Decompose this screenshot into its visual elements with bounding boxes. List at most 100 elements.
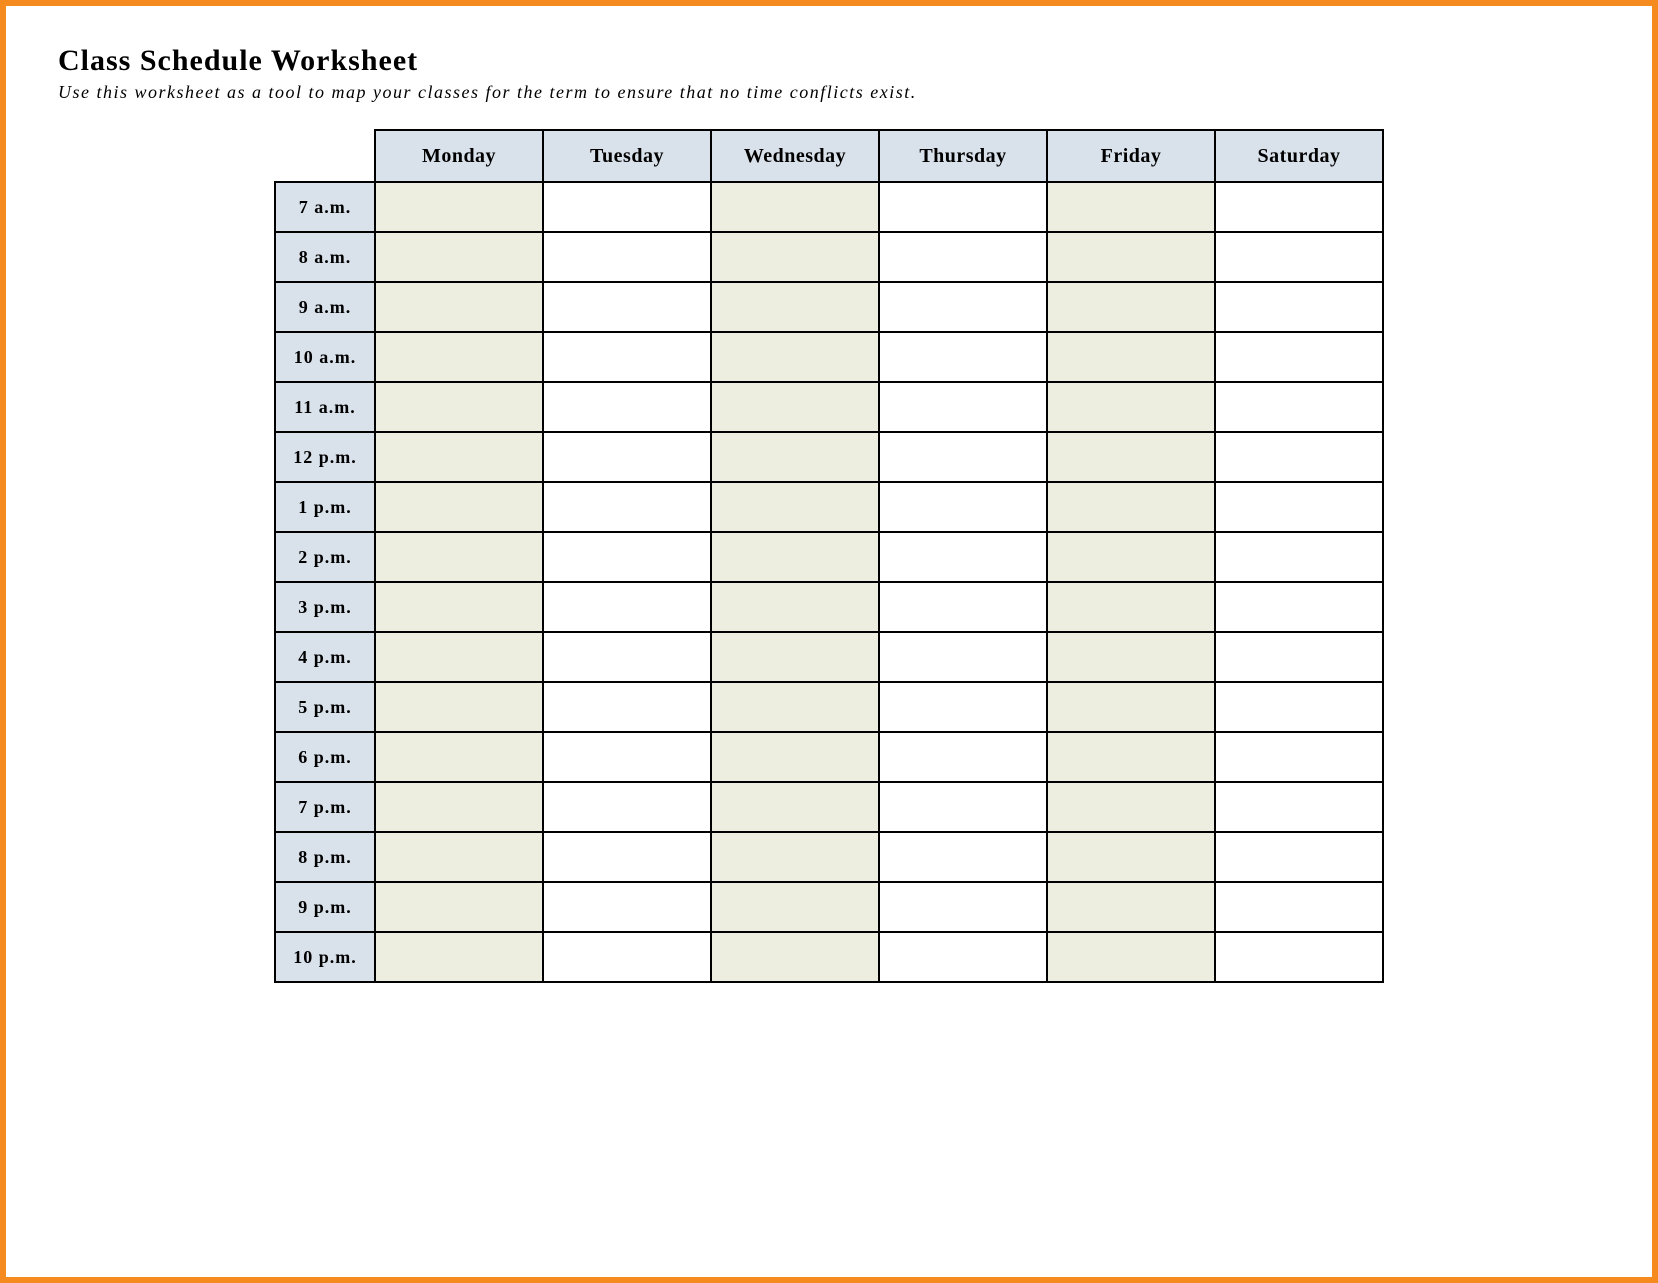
schedule-cell[interactable] xyxy=(711,632,879,682)
schedule-cell[interactable] xyxy=(879,182,1047,232)
schedule-cell[interactable] xyxy=(711,782,879,832)
schedule-cell[interactable] xyxy=(375,282,543,332)
schedule-cell[interactable] xyxy=(375,732,543,782)
schedule-cell[interactable] xyxy=(711,282,879,332)
schedule-cell[interactable] xyxy=(375,482,543,532)
schedule-cell[interactable] xyxy=(1047,582,1215,632)
schedule-cell[interactable] xyxy=(879,882,1047,932)
schedule-cell[interactable] xyxy=(1215,532,1383,582)
schedule-cell[interactable] xyxy=(879,682,1047,732)
table-row: 10 a.m. xyxy=(275,332,1383,382)
schedule-cell[interactable] xyxy=(375,632,543,682)
schedule-cell[interactable] xyxy=(543,732,711,782)
schedule-cell[interactable] xyxy=(375,182,543,232)
schedule-cell[interactable] xyxy=(375,232,543,282)
schedule-cell[interactable] xyxy=(711,732,879,782)
schedule-cell[interactable] xyxy=(1047,882,1215,932)
schedule-cell[interactable] xyxy=(1047,332,1215,382)
schedule-cell[interactable] xyxy=(1215,182,1383,232)
schedule-cell[interactable] xyxy=(1215,432,1383,482)
schedule-cell[interactable] xyxy=(711,932,879,982)
schedule-cell[interactable] xyxy=(1215,682,1383,732)
schedule-cell[interactable] xyxy=(1047,832,1215,882)
schedule-cell[interactable] xyxy=(543,282,711,332)
schedule-cell[interactable] xyxy=(1047,232,1215,282)
schedule-cell[interactable] xyxy=(1215,282,1383,332)
schedule-cell[interactable] xyxy=(375,432,543,482)
schedule-cell[interactable] xyxy=(543,332,711,382)
schedule-cell[interactable] xyxy=(543,632,711,682)
schedule-cell[interactable] xyxy=(711,232,879,282)
schedule-cell[interactable] xyxy=(375,832,543,882)
schedule-cell[interactable] xyxy=(375,782,543,832)
schedule-cell[interactable] xyxy=(543,432,711,482)
schedule-cell[interactable] xyxy=(543,582,711,632)
schedule-cell[interactable] xyxy=(1047,382,1215,432)
schedule-cell[interactable] xyxy=(879,782,1047,832)
schedule-cell[interactable] xyxy=(543,182,711,232)
schedule-cell[interactable] xyxy=(879,482,1047,532)
schedule-cell[interactable] xyxy=(543,782,711,832)
schedule-cell[interactable] xyxy=(375,332,543,382)
schedule-cell[interactable] xyxy=(879,832,1047,882)
time-header: 10 a.m. xyxy=(275,332,375,382)
schedule-cell[interactable] xyxy=(1047,182,1215,232)
schedule-cell[interactable] xyxy=(879,582,1047,632)
schedule-cell[interactable] xyxy=(543,382,711,432)
schedule-cell[interactable] xyxy=(1047,482,1215,532)
schedule-cell[interactable] xyxy=(879,382,1047,432)
schedule-cell[interactable] xyxy=(543,882,711,932)
schedule-cell[interactable] xyxy=(879,932,1047,982)
time-header: 6 p.m. xyxy=(275,732,375,782)
schedule-cell[interactable] xyxy=(1047,782,1215,832)
time-header: 8 p.m. xyxy=(275,832,375,882)
schedule-cell[interactable] xyxy=(1215,832,1383,882)
schedule-cell[interactable] xyxy=(1047,932,1215,982)
schedule-cell[interactable] xyxy=(543,232,711,282)
schedule-cell[interactable] xyxy=(543,682,711,732)
schedule-cell[interactable] xyxy=(1215,382,1383,432)
schedule-cell[interactable] xyxy=(711,482,879,532)
schedule-cell[interactable] xyxy=(879,732,1047,782)
schedule-cell[interactable] xyxy=(711,382,879,432)
schedule-cell[interactable] xyxy=(711,332,879,382)
schedule-cell[interactable] xyxy=(1047,632,1215,682)
schedule-cell[interactable] xyxy=(543,832,711,882)
schedule-cell[interactable] xyxy=(375,932,543,982)
schedule-cell[interactable] xyxy=(1215,582,1383,632)
schedule-cell[interactable] xyxy=(711,182,879,232)
schedule-cell[interactable] xyxy=(375,382,543,432)
schedule-cell[interactable] xyxy=(1215,932,1383,982)
schedule-cell[interactable] xyxy=(543,932,711,982)
schedule-cell[interactable] xyxy=(375,682,543,732)
schedule-cell[interactable] xyxy=(1215,482,1383,532)
schedule-cell[interactable] xyxy=(879,632,1047,682)
schedule-cell[interactable] xyxy=(1047,532,1215,582)
schedule-cell[interactable] xyxy=(1215,632,1383,682)
schedule-cell[interactable] xyxy=(711,532,879,582)
schedule-cell[interactable] xyxy=(543,532,711,582)
schedule-cell[interactable] xyxy=(711,882,879,932)
schedule-cell[interactable] xyxy=(1215,232,1383,282)
schedule-cell[interactable] xyxy=(711,582,879,632)
schedule-cell[interactable] xyxy=(711,432,879,482)
schedule-cell[interactable] xyxy=(879,232,1047,282)
schedule-cell[interactable] xyxy=(1215,732,1383,782)
schedule-cell[interactable] xyxy=(375,532,543,582)
schedule-cell[interactable] xyxy=(1215,882,1383,932)
schedule-cell[interactable] xyxy=(1215,782,1383,832)
schedule-cell[interactable] xyxy=(1047,282,1215,332)
schedule-cell[interactable] xyxy=(879,332,1047,382)
schedule-cell[interactable] xyxy=(1047,732,1215,782)
schedule-cell[interactable] xyxy=(711,832,879,882)
schedule-cell[interactable] xyxy=(879,282,1047,332)
schedule-cell[interactable] xyxy=(879,532,1047,582)
schedule-cell[interactable] xyxy=(1215,332,1383,382)
schedule-cell[interactable] xyxy=(375,882,543,932)
schedule-cell[interactable] xyxy=(543,482,711,532)
schedule-cell[interactable] xyxy=(375,582,543,632)
schedule-cell[interactable] xyxy=(711,682,879,732)
schedule-cell[interactable] xyxy=(1047,682,1215,732)
schedule-cell[interactable] xyxy=(879,432,1047,482)
schedule-cell[interactable] xyxy=(1047,432,1215,482)
